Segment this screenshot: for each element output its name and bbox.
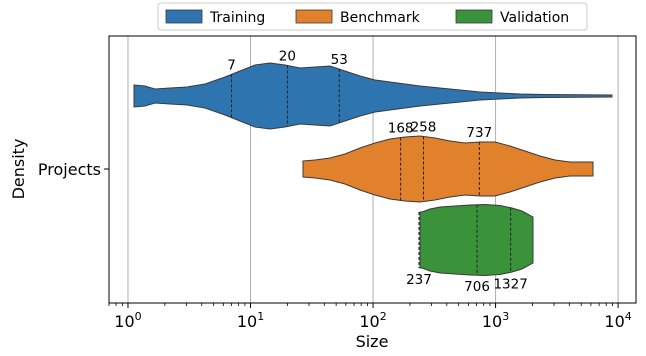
violin-benchmark bbox=[302, 135, 594, 203]
violin-validation bbox=[419, 203, 534, 277]
x-axis-label: Size bbox=[356, 332, 389, 351]
x-tick-label: 102 bbox=[359, 310, 386, 331]
legend-swatch bbox=[295, 9, 333, 24]
legend-label: Training bbox=[209, 10, 265, 26]
violin-training bbox=[133, 62, 613, 130]
x-tick-label: 103 bbox=[482, 310, 509, 331]
quartile-label: 168 bbox=[388, 121, 414, 137]
quartile-label: 53 bbox=[331, 52, 348, 68]
x-axis-ticks: 100 101 102 103 104 bbox=[108, 303, 632, 331]
legend-swatch bbox=[455, 9, 493, 24]
quartile-label: 258 bbox=[411, 119, 437, 135]
y-tick-label: Projects bbox=[38, 160, 101, 179]
y-axis-label: Density bbox=[9, 139, 28, 200]
quartile-label: 237 bbox=[406, 272, 432, 288]
legend-swatch bbox=[165, 9, 203, 24]
quartile-label: 706 bbox=[464, 279, 490, 295]
x-tick-label: 101 bbox=[237, 310, 264, 331]
quartile-label: 20 bbox=[279, 48, 296, 64]
x-tick-label: 100 bbox=[114, 310, 141, 331]
legend: Training Benchmark Validation bbox=[157, 2, 588, 31]
x-tick-label: 104 bbox=[604, 310, 631, 331]
quartile-label: 7 bbox=[227, 57, 236, 73]
legend-label: Validation bbox=[500, 10, 569, 26]
quartile-label: 1327 bbox=[493, 276, 527, 292]
legend-label: Benchmark bbox=[340, 10, 421, 26]
quartile-label: 737 bbox=[466, 125, 492, 141]
